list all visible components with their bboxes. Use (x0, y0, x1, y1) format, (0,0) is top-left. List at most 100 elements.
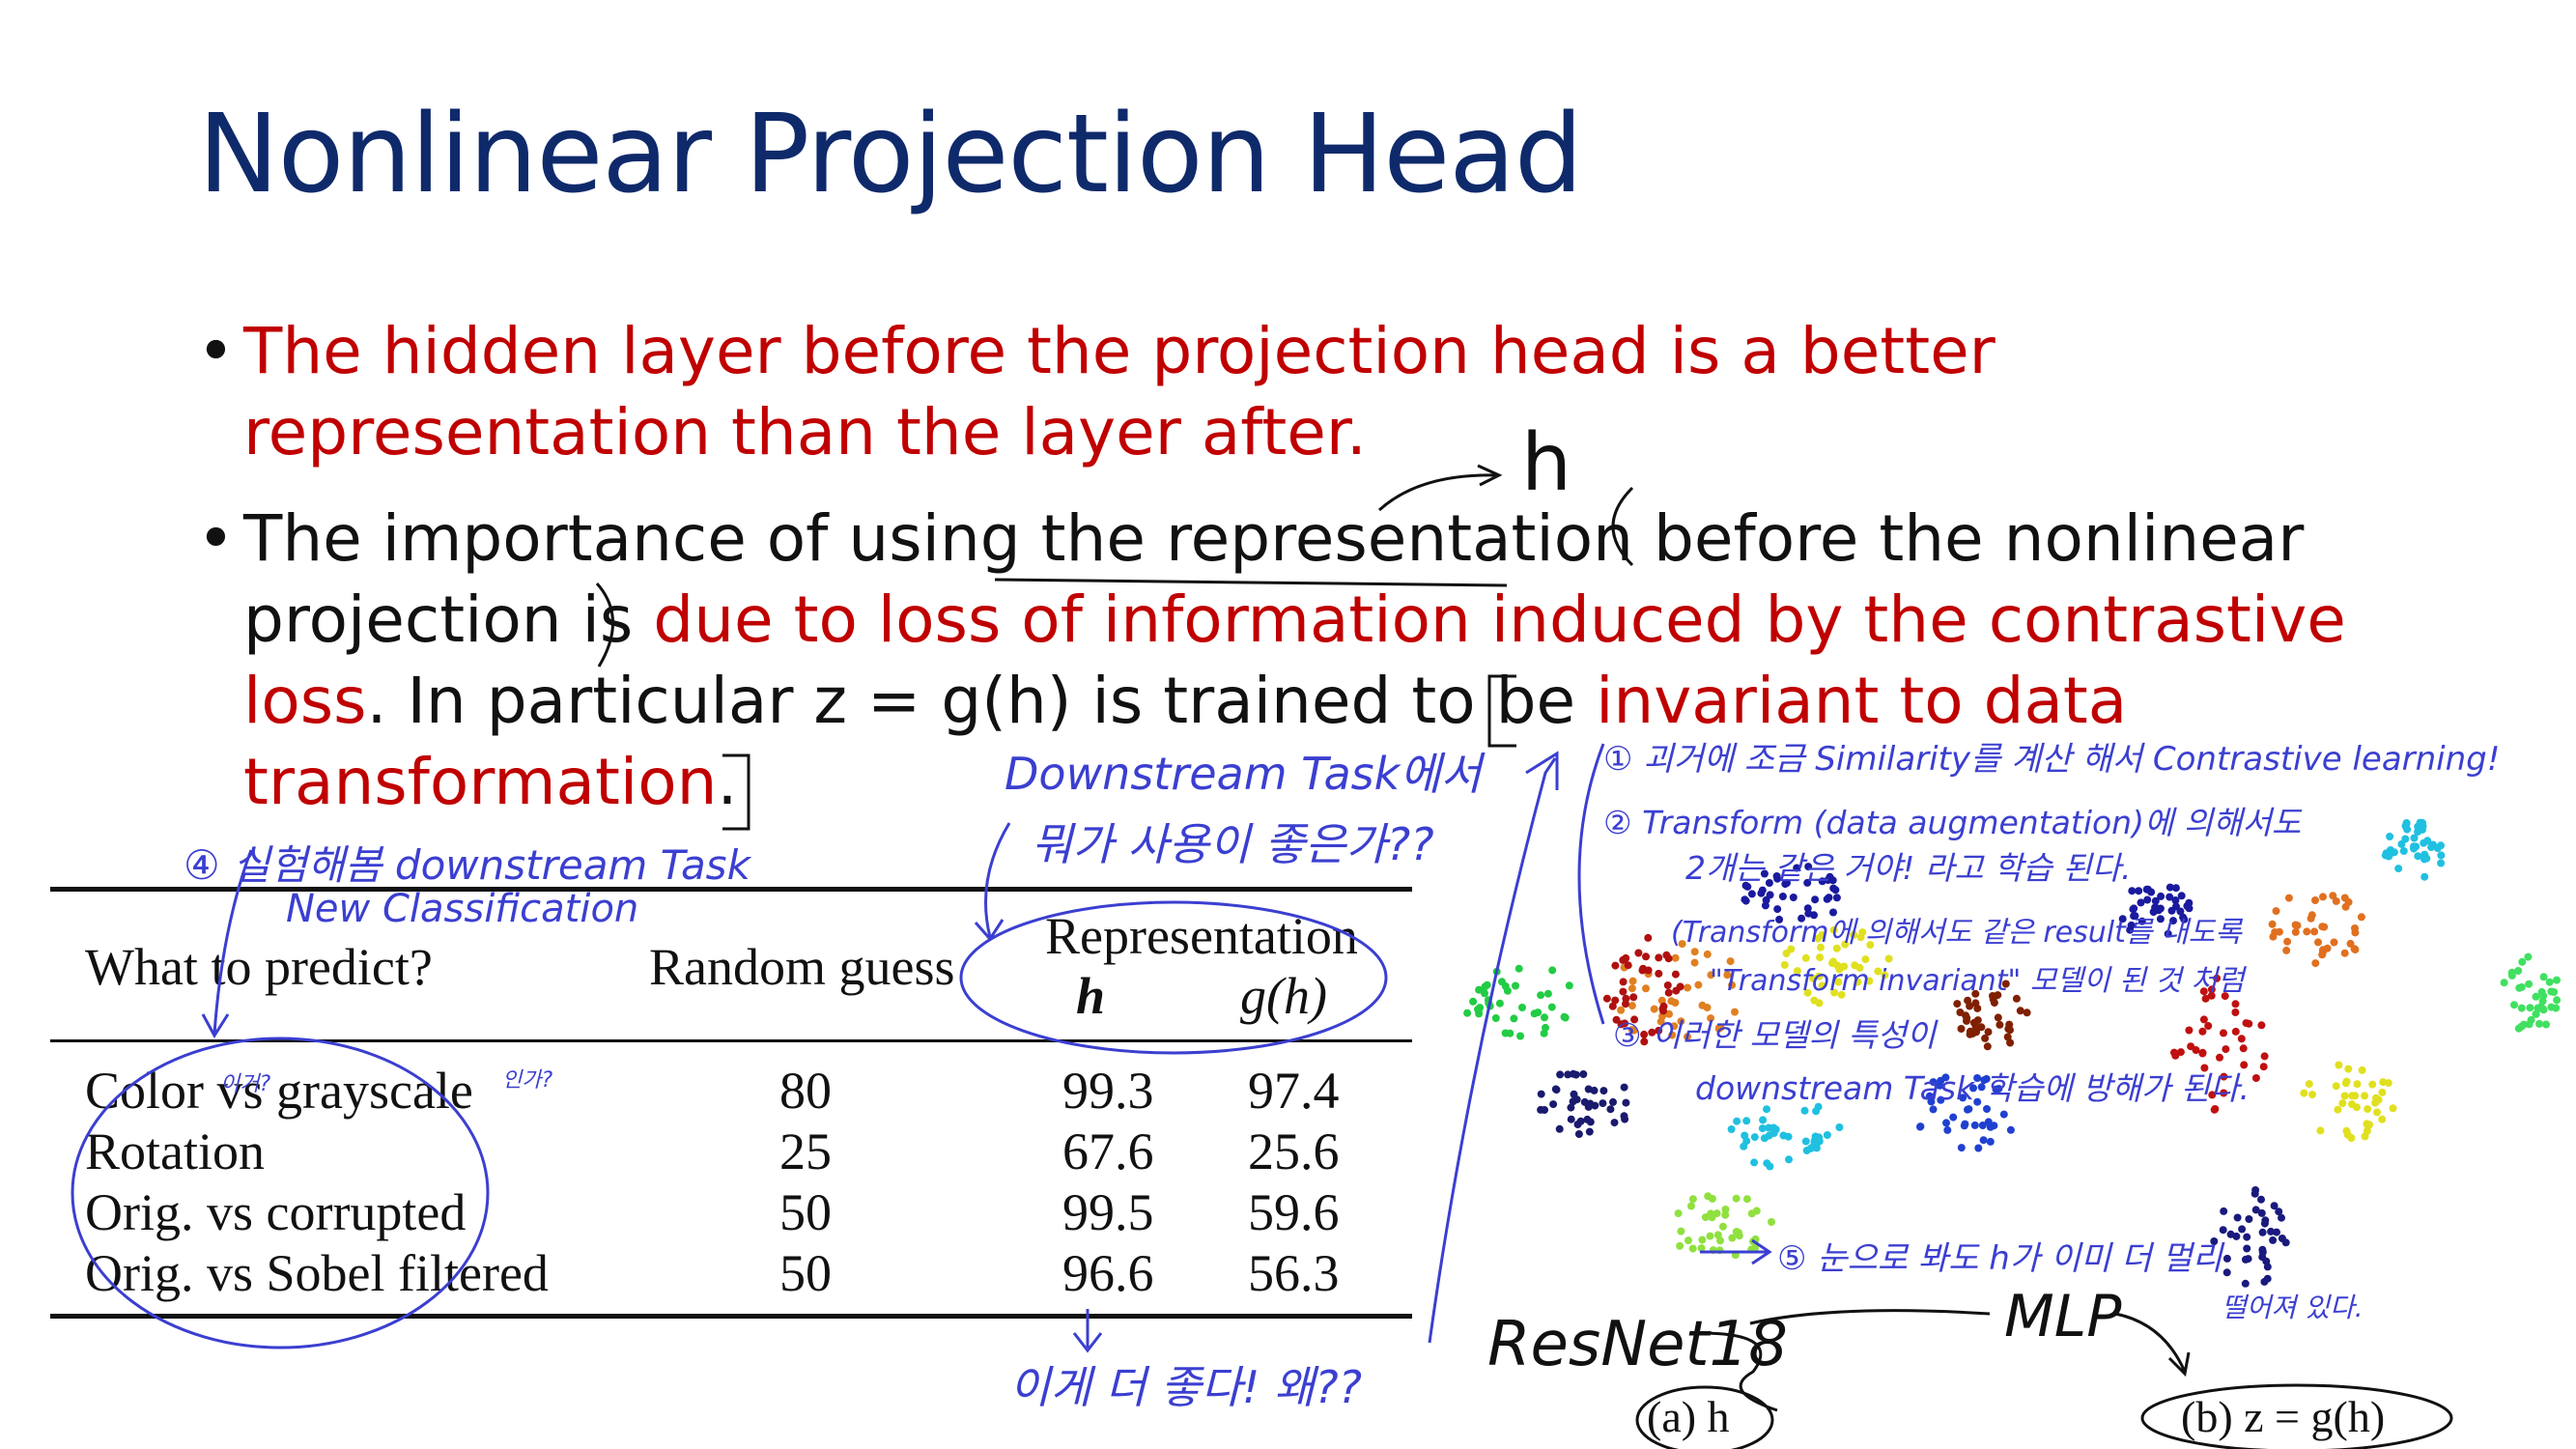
scatter-point (2258, 1248, 2267, 1257)
scatter-point (1483, 980, 1491, 989)
scatter-point (1599, 1087, 1608, 1095)
scatter-point (2341, 902, 2350, 911)
scatter-point (1463, 1009, 1472, 1017)
scatter-point (1697, 1244, 1706, 1253)
scatter-point (2199, 987, 2208, 996)
scatter-point (2351, 946, 2360, 953)
scatter-point (1514, 964, 1523, 973)
scatter-point (2527, 1015, 2535, 1024)
scatter-point (1732, 1194, 1741, 1203)
scatter-point (2171, 884, 2180, 893)
scatter-point (2171, 896, 2180, 904)
scatter-point (1644, 933, 1653, 942)
scatter-point (1773, 874, 1782, 883)
scatter-point (2364, 1105, 2372, 1114)
scatter-point (2552, 1004, 2561, 1012)
scatter-point (2308, 1091, 2316, 1099)
scatter-point (1750, 1158, 1759, 1167)
scatter-point (1742, 1195, 1751, 1204)
scatter-point (1549, 1100, 1558, 1109)
scatter-point (1759, 1116, 1768, 1124)
scatter-point (2320, 923, 2329, 931)
scatter-point (2373, 1108, 2381, 1117)
scatter-point (1579, 1070, 1588, 1078)
scatter-point (1622, 953, 1630, 962)
scatter-point (2006, 1125, 2015, 1134)
scatter-point (1761, 901, 1769, 910)
scatter-point (1569, 1097, 1577, 1106)
scatter-point (1561, 1013, 1570, 1022)
scatter-point (2151, 896, 2160, 905)
scatter-point (2537, 987, 2546, 996)
scatter-point (2242, 1019, 2250, 1028)
scatter-point (1718, 1222, 1727, 1231)
scatter-point (1959, 1094, 1967, 1102)
scatter-point (1542, 1023, 1549, 1032)
row-random: 50 (779, 1244, 832, 1302)
scatter-point (1694, 980, 1703, 989)
scatter-point (2261, 1216, 2270, 1225)
scatter-point (1963, 1013, 1971, 1022)
scatter-point (2385, 852, 2393, 861)
scatter-point (1765, 1131, 1773, 1140)
annotation-note1: ① 괴거에 조금 Similarity를 계산 해서 Contrastive l… (1603, 740, 2501, 779)
scatter-point (2241, 1279, 2250, 1288)
annotation-resnet18: ResNet18 (1487, 1309, 1788, 1380)
header-representation: Representation (1045, 907, 1358, 965)
scatter-point (2353, 1080, 2362, 1089)
row-h: 96.6 (1062, 1244, 1154, 1302)
scatter-point (2006, 1038, 2015, 1047)
row-random: 25 (779, 1122, 832, 1180)
scatter-point (1757, 889, 1766, 897)
scatter-point (2179, 913, 2188, 922)
scatter-point (1728, 980, 1737, 989)
scatter-point (1622, 1098, 1630, 1107)
header-gh: g(h) (1240, 967, 1327, 1025)
scatter-point (1943, 1125, 1952, 1134)
scatter-point (1664, 988, 1673, 997)
scatter-point (2300, 1089, 2308, 1097)
scatter-point (2198, 1027, 2207, 1036)
scatter-point (1973, 1074, 1982, 1082)
scatter-point (1850, 930, 1858, 939)
scatter-point (1619, 978, 1628, 986)
scatter-point (2379, 1078, 2388, 1087)
bullet-2-text-b: . In particular z = g(h) is trained to b… (366, 664, 1597, 738)
scatter-point (1565, 981, 1573, 990)
scatter-point (2437, 851, 2446, 860)
scatter-point (2170, 1048, 2178, 1057)
scatter-point (2185, 1026, 2194, 1035)
scatter-point (2340, 949, 2349, 957)
scatter-point (1773, 905, 1782, 914)
scatter-point (1707, 1014, 1715, 1023)
scatter-point (1671, 970, 1680, 979)
scatter-point (1971, 1022, 1980, 1031)
scatter-point (2332, 1082, 2340, 1091)
scatter-point (2526, 1004, 2534, 1012)
scatter-point (2414, 852, 2422, 861)
scatter-point (2335, 1061, 2343, 1069)
scatter-point (1707, 971, 1715, 980)
scatter-point (2514, 967, 2523, 975)
scatter-point (1634, 949, 1643, 957)
scatter-point (1977, 1083, 1986, 1092)
scatter-point (1668, 1031, 1677, 1039)
scatter-point (2378, 1088, 2387, 1096)
scatter-point (1984, 1028, 1993, 1037)
scatter-point (2338, 1099, 2347, 1108)
scatter-point (2399, 847, 2408, 855)
scatter-point (1814, 934, 1823, 943)
underline-representation (994, 578, 1508, 587)
row-gh: 56.3 (1248, 1244, 1340, 1302)
scatter-point (2532, 992, 2540, 1001)
scatter-point (2524, 952, 2533, 961)
scatter-point (2357, 913, 2365, 922)
scatter-point (1733, 1117, 1741, 1125)
scatter-point (1667, 997, 1676, 1006)
scatter-point (2318, 951, 2327, 959)
circle-representation (959, 900, 1388, 1055)
scatter-point (2340, 1092, 2349, 1100)
scatter-point (1832, 894, 1841, 902)
scatter-point (1765, 1123, 1773, 1132)
